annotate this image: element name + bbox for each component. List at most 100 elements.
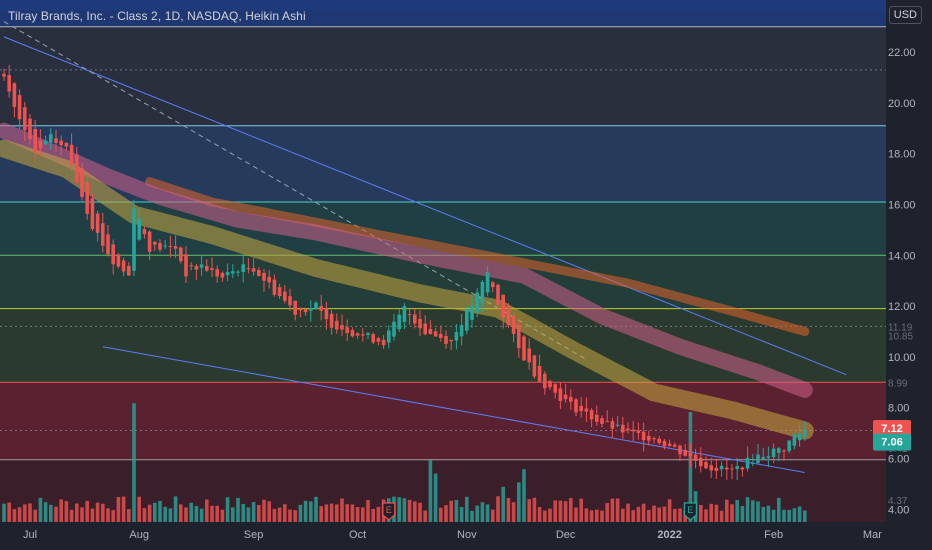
volume-bar: [361, 507, 365, 522]
candle-body: [314, 302, 318, 310]
candle-body: [173, 246, 178, 249]
candle-body: [459, 325, 464, 337]
candle-body: [397, 314, 401, 330]
candle-body: [506, 306, 511, 326]
volume-bar: [132, 403, 136, 522]
volume-bar: [262, 499, 266, 522]
candle-body: [262, 272, 266, 281]
candle-body: [803, 429, 807, 437]
volume-bar: [236, 497, 240, 522]
candle-body: [298, 307, 303, 311]
y-tick-label: 8.00: [888, 403, 909, 415]
candle-body: [116, 254, 121, 267]
candle-body: [787, 440, 791, 451]
candle-body: [756, 454, 760, 464]
volume-bar: [189, 502, 193, 522]
candle-body: [771, 448, 776, 458]
candle-body: [605, 421, 609, 423]
volume-bar: [12, 509, 17, 522]
volume-bar: [714, 504, 719, 522]
candle-body: [137, 218, 141, 240]
currency-button[interactable]: USD: [888, 6, 922, 24]
candle-body: [766, 456, 771, 458]
candle-body: [678, 445, 682, 455]
candle-body: [23, 107, 27, 131]
volume-bar: [678, 508, 682, 522]
volume-bar: [558, 500, 563, 522]
candle-body: [439, 333, 443, 339]
candle-body: [205, 266, 209, 271]
candle-body: [501, 294, 505, 318]
volume-bar: [595, 509, 599, 522]
volume-bar: [75, 503, 79, 522]
candle-body: [376, 338, 381, 342]
volume-bar: [350, 504, 355, 522]
volume-bar: [657, 507, 661, 522]
y-tick-label: 20.00: [888, 98, 916, 110]
volume-bar: [433, 473, 438, 522]
candle-body: [673, 444, 677, 447]
candle-body: [688, 452, 693, 457]
candle-body: [75, 154, 79, 183]
price-axis-background: [886, 0, 932, 550]
volume-bar: [397, 497, 401, 522]
candle-body: [267, 276, 271, 283]
volume-bar: [517, 482, 521, 522]
candle-body: [329, 313, 334, 328]
volume-bar: [220, 509, 225, 522]
volume-bar: [787, 509, 791, 522]
volume-bar: [106, 508, 110, 522]
volume-bar: [641, 503, 646, 522]
y-tick-label: 6.00: [888, 454, 909, 466]
volume-bar: [761, 506, 765, 522]
volume-bar: [298, 504, 303, 522]
candle-body: [797, 433, 802, 441]
volume-bar: [610, 498, 615, 522]
x-tick-label: Dec: [556, 529, 576, 541]
candle-body: [584, 408, 589, 412]
candle-body: [631, 429, 635, 432]
price-zone: [0, 26, 886, 126]
volume-bar: [38, 497, 43, 522]
volume-bar: [631, 510, 635, 522]
earnings-marker-icon[interactable]: [382, 502, 396, 521]
volume-bar: [553, 500, 557, 522]
volume-bar: [314, 496, 318, 522]
volume-bar: [127, 509, 131, 522]
candle-body: [303, 309, 308, 313]
candle-body: [423, 323, 427, 335]
volume-bar: [626, 503, 630, 522]
volume-bar: [283, 504, 287, 522]
volume-bar: [137, 496, 141, 522]
volume-bar: [428, 460, 433, 522]
candle-body: [657, 438, 661, 443]
moving-averages: [0, 122, 814, 440]
y-tick-label: 16.00: [888, 200, 916, 212]
volume-bar: [751, 500, 755, 522]
volume-bar: [527, 499, 531, 522]
earnings-marker-icon[interactable]: [683, 502, 697, 521]
candle-body: [272, 279, 277, 295]
candle-body: [621, 424, 625, 433]
candle-body: [574, 399, 578, 413]
earnings-marker-label: E: [687, 505, 693, 515]
candle-body: [277, 287, 282, 297]
x-tick-label: Oct: [349, 529, 366, 541]
channel-line[interactable]: [3, 36, 847, 376]
candle-body: [101, 223, 105, 246]
channel-line[interactable]: [102, 346, 805, 473]
volume-bar: [704, 509, 708, 522]
y-tick-label: 10.00: [888, 352, 916, 364]
volume-bar: [418, 502, 422, 522]
volume-bar: [210, 505, 214, 522]
volume-bar: [600, 510, 604, 522]
volume-bar: [584, 508, 589, 522]
candle-body: [418, 319, 422, 329]
candle-body: [615, 424, 620, 426]
candle-body: [444, 335, 448, 344]
scale-label: 4.37: [888, 496, 908, 507]
candle-body: [231, 271, 235, 274]
volume-bar: [402, 498, 407, 522]
